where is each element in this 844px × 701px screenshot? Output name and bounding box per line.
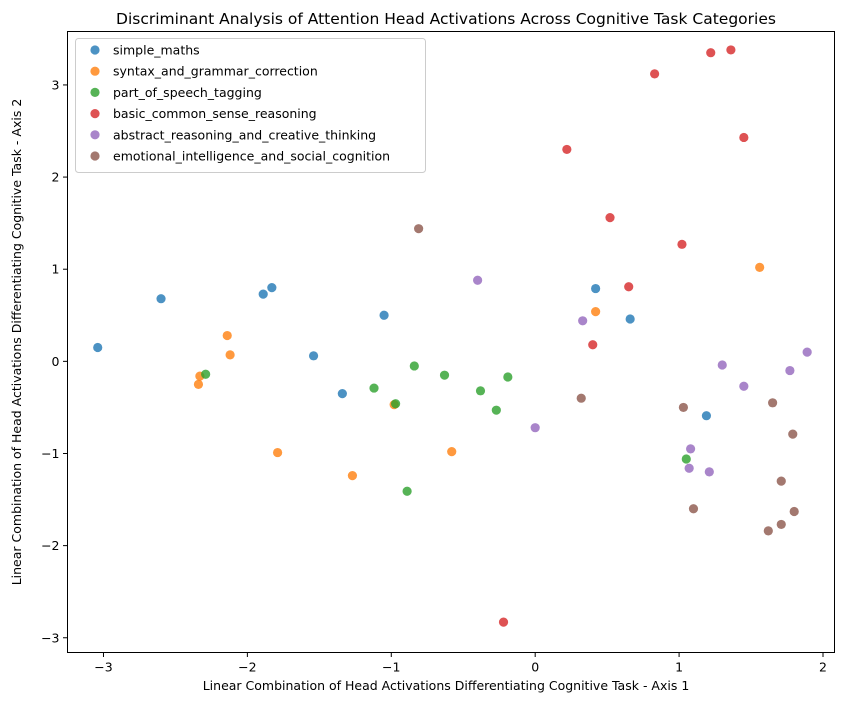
data-point — [347, 470, 358, 481]
y-tick-label: −1 — [41, 446, 59, 461]
legend-items: simple_maths syntax_and_grammar_correctio… — [90, 43, 390, 164]
legend: simple_maths syntax_and_grammar_correctio… — [75, 38, 426, 173]
y-axis-ticks: −3 −2 −1 0 1 2 3 — [41, 77, 68, 645]
data-point — [684, 463, 694, 473]
data-point — [491, 405, 501, 415]
data-point — [308, 351, 319, 361]
legend-label: emotional_intelligence_and_social_cognit… — [113, 149, 390, 164]
data-point — [591, 283, 601, 294]
series-emotional-intelligence-and-social-cognition — [414, 224, 799, 536]
data-point — [706, 48, 716, 58]
x-axis-label: Linear Combination of Head Activations D… — [203, 678, 690, 693]
legend-marker — [90, 87, 100, 97]
legend-label: syntax_and_grammar_correction — [113, 64, 318, 79]
series-abstract-reasoning-and-creative-thinking — [473, 275, 812, 477]
data-point — [414, 224, 424, 234]
data-point — [379, 310, 389, 320]
series-simple-maths — [93, 283, 712, 421]
x-tick-label: −1 — [382, 660, 400, 675]
data-point — [677, 239, 687, 249]
data-point — [768, 398, 778, 408]
data-point — [605, 213, 615, 223]
data-point — [156, 294, 166, 304]
data-point — [776, 519, 786, 530]
data-point — [776, 476, 786, 486]
data-point — [685, 444, 696, 454]
data-point — [726, 45, 736, 55]
data-point — [409, 361, 419, 371]
data-point — [193, 379, 204, 389]
data-point — [739, 132, 749, 143]
legend-label: part_of_speech_tagging — [113, 85, 262, 100]
legend-marker — [90, 130, 100, 140]
y-tick-label: 3 — [52, 77, 60, 92]
chart-title: Discriminant Analysis of Attention Head … — [116, 10, 776, 28]
data-point — [498, 617, 509, 627]
data-point — [201, 369, 211, 379]
y-tick-label: 1 — [52, 262, 60, 277]
y-tick-label: −2 — [41, 538, 59, 553]
data-point — [591, 306, 601, 317]
data-point — [802, 347, 812, 357]
data-point — [704, 467, 714, 477]
data-point — [258, 289, 268, 299]
data-point — [576, 393, 586, 403]
data-point — [755, 262, 765, 272]
series-basic-common-sense-reasoning — [498, 45, 749, 627]
y-tick-label: 2 — [52, 170, 60, 185]
data-point — [650, 69, 660, 79]
data-point — [530, 423, 540, 433]
legend-label: simple_maths — [113, 43, 200, 58]
data-point — [717, 360, 727, 370]
data-point — [701, 411, 712, 421]
data-point — [678, 402, 689, 413]
x-axis-ticks: −3 −2 −1 0 1 2 — [94, 652, 827, 675]
x-tick-label: 0 — [531, 660, 539, 675]
legend-marker — [90, 66, 100, 76]
data-point — [739, 381, 749, 391]
data-point — [681, 454, 691, 464]
x-tick-label: −2 — [238, 660, 256, 675]
y-tick-label: −3 — [41, 630, 59, 645]
legend-marker — [90, 151, 100, 161]
series-part-of-speech-tagging — [201, 361, 691, 496]
y-tick-label: 0 — [52, 354, 60, 369]
legend-label: basic_common_sense_reasoning — [113, 106, 317, 121]
data-point — [225, 350, 235, 360]
data-point — [789, 506, 799, 517]
data-point — [93, 342, 103, 353]
data-point — [763, 526, 773, 536]
data-point — [578, 316, 588, 326]
series-syntax-and-grammar-correction — [193, 262, 765, 481]
data-point — [402, 486, 412, 496]
data-point — [390, 399, 401, 409]
data-point — [337, 388, 347, 399]
points-layer — [93, 45, 812, 627]
data-point — [222, 330, 232, 341]
data-point — [503, 372, 513, 382]
data-point — [688, 504, 699, 514]
x-tick-label: −3 — [94, 660, 112, 675]
data-point — [447, 447, 457, 457]
data-point — [624, 282, 634, 292]
legend-label: abstract_reasoning_and_creative_thinking — [113, 127, 376, 142]
legend-marker — [90, 45, 100, 55]
data-point — [788, 429, 798, 439]
data-point — [588, 340, 598, 350]
data-point — [272, 447, 283, 458]
data-point — [473, 275, 483, 285]
x-tick-label: 1 — [675, 660, 683, 675]
data-point — [369, 383, 379, 393]
data-point — [785, 365, 795, 376]
data-point — [562, 144, 572, 155]
legend-box — [75, 38, 426, 173]
data-point — [439, 370, 450, 380]
legend-marker — [90, 109, 100, 119]
y-axis-label: Linear Combination of Head Activations D… — [9, 99, 24, 586]
data-point — [475, 386, 486, 396]
data-point — [625, 314, 635, 324]
x-tick-label: 2 — [819, 660, 827, 675]
data-point — [267, 283, 277, 293]
